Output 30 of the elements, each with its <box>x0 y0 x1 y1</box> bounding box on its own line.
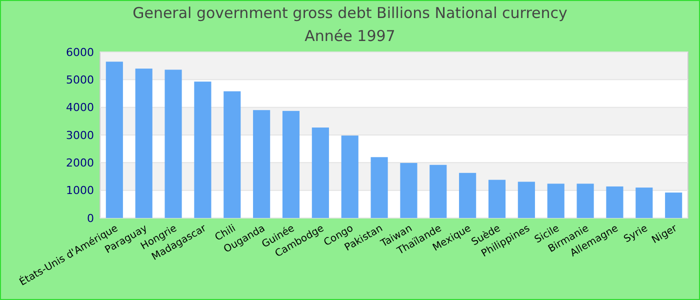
y-tick-label: 6000 <box>66 46 94 59</box>
bar <box>606 186 624 218</box>
y-tick-label: 3000 <box>66 128 94 142</box>
bar <box>488 180 506 218</box>
bar <box>312 128 329 218</box>
bar <box>224 91 241 218</box>
bar <box>370 157 388 218</box>
bar <box>253 110 270 218</box>
bar <box>106 62 123 218</box>
bar <box>459 172 476 218</box>
bar <box>518 182 535 218</box>
bar <box>430 164 447 218</box>
x-tick-label: Syrie <box>622 223 650 246</box>
y-tick-label: 4000 <box>66 101 94 114</box>
bar <box>164 70 182 218</box>
y-tick-label: 2000 <box>66 156 94 170</box>
y-tick-label: 0 <box>87 212 94 225</box>
bar <box>665 192 682 218</box>
bar <box>400 162 418 218</box>
y-tick-label: 1000 <box>66 184 94 198</box>
bar <box>341 136 358 218</box>
y-tick-label: 5000 <box>66 74 94 87</box>
bar <box>547 184 564 218</box>
chart-subtitle: Année 1997 <box>304 27 396 45</box>
bar <box>135 68 152 218</box>
bar <box>194 82 212 218</box>
bar <box>636 188 653 218</box>
chart-title: General government gross debt Billions National currency <box>132 4 568 22</box>
bar <box>282 110 300 218</box>
bar <box>576 184 594 218</box>
